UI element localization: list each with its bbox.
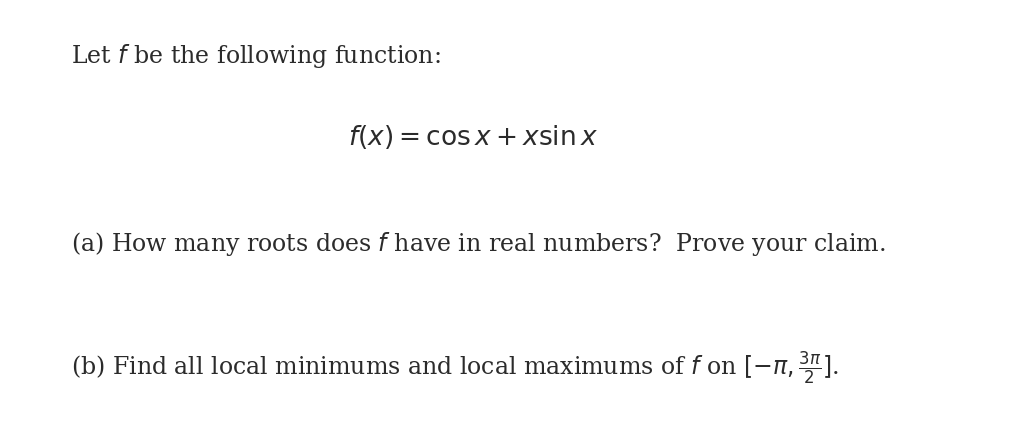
Text: (a) How many roots does $f$ have in real numbers?  Prove your claim.: (a) How many roots does $f$ have in real… bbox=[71, 230, 885, 258]
Text: (b) Find all local minimums and local maximums of $f$ on $[-\pi, \frac{3\pi}{2}]: (b) Find all local minimums and local ma… bbox=[71, 349, 839, 387]
Text: $f(x) = \cos x + x \sin x$: $f(x) = \cos x + x \sin x$ bbox=[349, 123, 598, 151]
Text: Let $f$ be the following function:: Let $f$ be the following function: bbox=[71, 42, 441, 70]
